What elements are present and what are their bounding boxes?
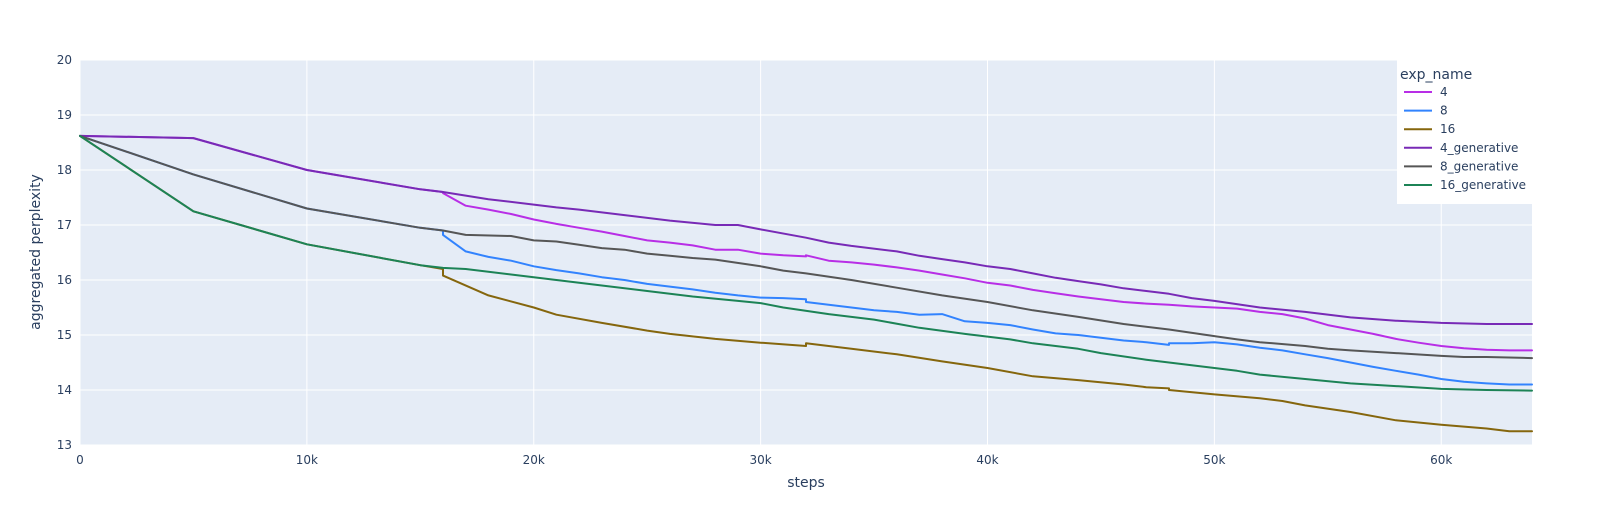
series-line-8-generative bbox=[79, 134, 1533, 360]
x-tick-label: 40k bbox=[976, 453, 998, 467]
legend-label: 4 bbox=[1440, 85, 1448, 99]
y-tick-label: 14 bbox=[57, 383, 72, 397]
legend-label: 8 bbox=[1440, 104, 1448, 118]
x-tick-label: 50k bbox=[1203, 453, 1225, 467]
y-tick-label: 17 bbox=[57, 218, 72, 232]
legend-title: exp_name bbox=[1400, 67, 1472, 83]
legend-item-8[interactable]: 8 bbox=[1404, 104, 1448, 118]
legend-label: 8_generative bbox=[1440, 159, 1518, 173]
series-lines bbox=[79, 134, 1533, 433]
tick-labels: 13 14 15 16 17 18 19 20 0 10k 20k 30k 40k 50k 60k bbox=[57, 53, 1453, 467]
series-line-4-generative bbox=[79, 134, 1533, 325]
y-tick-label: 15 bbox=[57, 328, 72, 342]
series-line-16-generative bbox=[79, 134, 1533, 392]
x-tick-label: 0 bbox=[76, 453, 84, 467]
legend-background bbox=[1397, 60, 1532, 204]
x-tick-label: 30k bbox=[750, 453, 772, 467]
y-tick-label: 20 bbox=[57, 53, 72, 67]
legend-item-4-generative[interactable]: 4_generative bbox=[1404, 141, 1518, 155]
legend-items: 4 8 16 4_generative 8_generative 16_generativ… bbox=[1404, 85, 1526, 192]
y-tick-label: 19 bbox=[57, 108, 72, 122]
legend-item-4[interactable]: 4 bbox=[1404, 85, 1448, 99]
y-tick-label: 16 bbox=[57, 273, 72, 287]
x-tick-label: 60k bbox=[1430, 453, 1452, 467]
series-line-8 bbox=[79, 134, 1533, 386]
legend-label: 4_generative bbox=[1440, 141, 1518, 155]
legend-item-8-generative[interactable]: 8_generative bbox=[1404, 159, 1518, 173]
legend-label: 16 bbox=[1440, 122, 1455, 136]
series-line-16 bbox=[79, 134, 1533, 433]
series-line-4 bbox=[79, 134, 1533, 352]
y-tick-label: 13 bbox=[57, 438, 72, 452]
x-axis-title: steps bbox=[787, 475, 825, 491]
legend-item-16-generative[interactable]: 16_generative bbox=[1404, 178, 1526, 192]
grid-lines bbox=[79, 59, 1532, 446]
x-tick-label: 20k bbox=[523, 453, 545, 467]
legend-item-16[interactable]: 16 bbox=[1404, 122, 1455, 136]
y-tick-label: 18 bbox=[57, 163, 72, 177]
x-tick-label: 10k bbox=[296, 453, 318, 467]
plot-background bbox=[80, 60, 1532, 445]
legend[interactable]: exp_name 4 8 16 4_generative 8_generative 16_… bbox=[1397, 60, 1532, 204]
legend-label: 16_generative bbox=[1440, 178, 1526, 192]
y-axis-title: aggregated perplexity bbox=[28, 174, 44, 330]
